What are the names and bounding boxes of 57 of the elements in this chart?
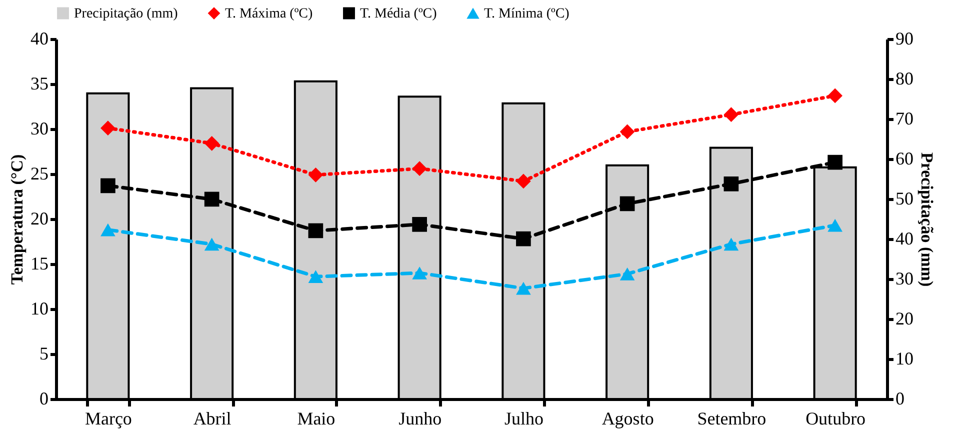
point [516,174,531,189]
point [516,282,531,295]
point [308,270,324,284]
point [412,161,427,176]
legend-label: T. Mínima (ºC) [484,6,570,22]
y-tick-label: 25 [30,164,48,184]
x-tick-label: Julho [504,408,544,428]
point [100,120,116,136]
y2-tick-label: 60 [896,148,914,168]
point [100,178,116,194]
y-tick-label: 5 [40,344,48,364]
x-tick-label: Junho [398,408,442,428]
y2-axis-title: Precipitação (mm) [918,152,936,287]
y2-tick-label: 40 [896,228,914,248]
legend-label: T. Média (ºC) [360,6,438,22]
point [100,223,116,236]
y2-tick-label: 0 [896,388,904,408]
y-tick-label: 30 [30,118,48,138]
point [724,238,739,251]
point [308,167,324,182]
point [620,196,635,212]
legend-label: Precipitação (mm) [74,6,178,22]
x-tick-label: Abril [193,408,232,428]
y-tick-label: 10 [30,298,48,318]
y-tick-label: 40 [30,28,48,48]
y2-tick-label: 20 [896,308,914,328]
point [204,192,220,207]
x-tick-label: Agosto [602,408,654,428]
y2-tick-label: 90 [896,28,914,48]
y2-tick-label: 70 [896,108,914,128]
point [724,176,739,192]
y2-tick-label: 50 [896,188,914,208]
y2-tick-label: 30 [896,268,914,288]
x-tick-label: Maio [297,408,336,428]
point [412,266,427,280]
point [308,223,324,238]
point [204,238,220,251]
point [620,124,635,140]
point [828,154,842,170]
y2-tick-label: 80 [896,68,914,88]
y-axis-title: Temperatura (°C) [8,154,26,285]
y2-tick-label: 10 [896,348,914,368]
point [516,231,531,246]
point [724,107,739,122]
y-tick-label: 35 [30,74,48,94]
point [412,216,427,232]
y-tick-label: 15 [30,254,48,274]
point [204,136,220,151]
point [620,267,635,280]
y-tick-label: 20 [30,208,48,228]
point [828,88,842,104]
x-tick-label: Março [84,408,132,428]
y-tick-label: 0 [40,388,48,408]
point [828,218,842,232]
x-tick-label: Setembro [697,408,766,428]
legend-label: T. Máxima (ºC) [225,6,314,22]
x-tick-label: Outubro [806,408,866,428]
